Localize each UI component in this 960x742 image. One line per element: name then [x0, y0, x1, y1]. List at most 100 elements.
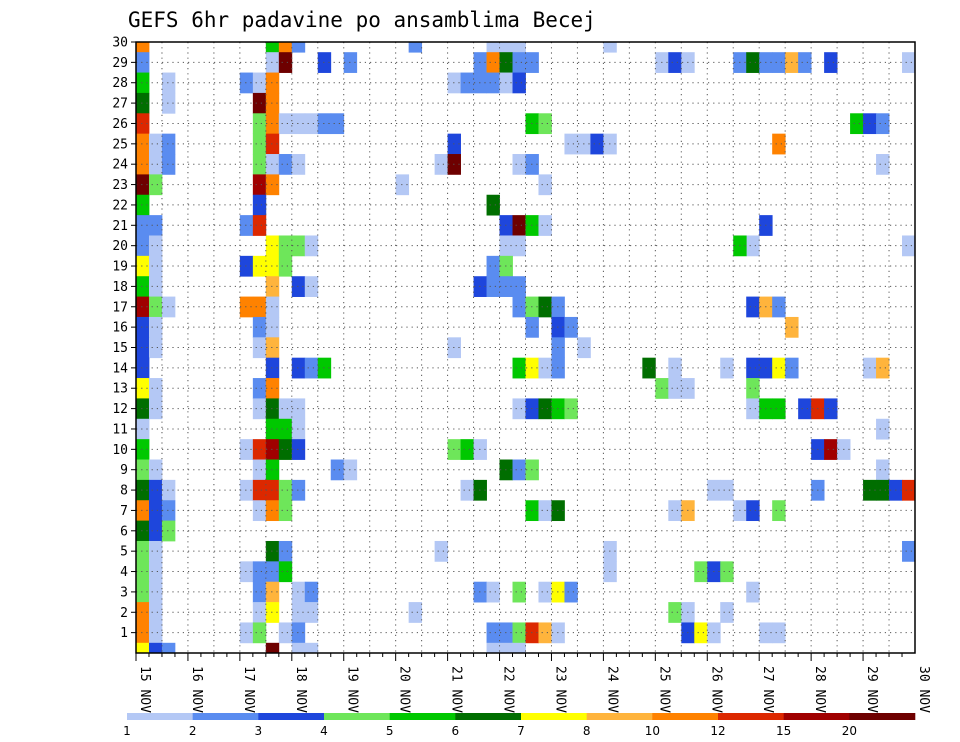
heatmap-cell [538, 215, 552, 236]
heatmap-cell [136, 235, 150, 257]
heatmap-cell [304, 113, 319, 135]
heatmap-cell [161, 500, 176, 522]
heatmap-cell [512, 276, 526, 297]
heatmap-cell [720, 357, 734, 379]
heatmap-cell [252, 72, 267, 94]
x-tick-label: 21 NOV [449, 666, 464, 713]
heatmap-cell [148, 276, 163, 297]
heatmap-cell [772, 52, 786, 73]
heatmap-cell [252, 316, 267, 338]
heatmap-cell [148, 622, 163, 644]
heatmap-cell [876, 357, 890, 379]
heatmap-cell [148, 398, 163, 420]
heatmap-cell [343, 52, 358, 73]
heatmap-cell [304, 602, 319, 623]
heatmap-cell [512, 459, 526, 481]
y-tick-label: 6 [120, 524, 128, 539]
heatmap-cell [512, 215, 526, 236]
heatmap-cell [746, 357, 760, 379]
heatmap-cell [148, 581, 163, 603]
heatmap-cell [252, 113, 267, 135]
heatmap-cell [291, 154, 306, 175]
colorbar-swatch [652, 713, 719, 720]
heatmap-cell [772, 398, 786, 420]
heatmap-cell [291, 479, 306, 501]
y-tick-label: 14 [112, 361, 128, 376]
heatmap-cell [304, 235, 319, 257]
colorbar-swatch [521, 713, 587, 720]
heatmap-cell [265, 316, 280, 338]
heatmap-cell [161, 133, 176, 155]
heatmap-cell [136, 42, 150, 53]
heatmap-cell [486, 581, 500, 603]
x-tick-label: 30 NOV [916, 666, 931, 713]
heatmap-cell [538, 398, 552, 420]
heatmap-cell [538, 622, 552, 644]
x-tick-label: 17 NOV [241, 666, 256, 713]
heatmap-cell [798, 52, 812, 73]
heatmap-cell [136, 296, 150, 318]
heatmap-cell [538, 174, 552, 196]
heatmap-cell [252, 154, 267, 175]
heatmap-cell [136, 540, 150, 562]
heatmap-cell [265, 174, 280, 196]
heatmap-cell [278, 154, 293, 175]
heatmap-cell [512, 296, 526, 318]
heatmap-cell [136, 113, 150, 135]
heatmap-cell [512, 42, 526, 53]
heatmap-cell [317, 113, 332, 135]
heatmap-cell [252, 479, 267, 501]
heatmap-cell [772, 133, 786, 155]
heatmap-cell [265, 459, 280, 481]
x-tick-label: 22 NOV [501, 666, 516, 713]
heatmap-cell [161, 479, 176, 501]
y-tick-label: 3 [120, 585, 128, 600]
heatmap-cell [136, 459, 150, 481]
heatmap-cell [252, 561, 267, 583]
heatmap-cell [538, 113, 552, 135]
heatmap-cell [161, 642, 176, 654]
heatmap-cell [668, 500, 682, 522]
heatmap-cell [642, 357, 656, 379]
heatmap-cell [668, 52, 682, 73]
heatmap-cell [136, 520, 150, 542]
heatmap-cell [408, 602, 423, 623]
x-tick-label: 25 NOV [656, 666, 671, 713]
heatmap-cell [265, 357, 280, 379]
colorbar-label: 20 [842, 724, 857, 738]
heatmap-cell [148, 215, 163, 236]
heatmap-cell [161, 72, 176, 94]
x-tick-label: 16 NOV [189, 666, 204, 713]
x-tick-label: 23 NOV [552, 666, 567, 713]
x-tick-label: 20 NOV [397, 666, 412, 713]
heatmap-cell [265, 479, 280, 501]
y-tick-label: 13 [112, 382, 128, 397]
heatmap-cell [136, 642, 150, 654]
heatmap-cell [278, 540, 293, 562]
heatmap-cell [148, 378, 163, 399]
chart-title: GEFS 6hr padavine po ansamblima Becej [128, 8, 596, 32]
heatmap-cell [239, 622, 254, 644]
heatmap-cell [265, 276, 280, 297]
y-tick-label: 12 [112, 402, 128, 417]
heatmap-cell [694, 622, 708, 644]
heatmap-cell [136, 439, 150, 460]
heatmap-cell [512, 581, 526, 603]
heatmap-cell [278, 418, 293, 440]
heatmap-cell [330, 113, 345, 135]
heatmap-cell [278, 113, 293, 135]
heatmap-cell [278, 561, 293, 583]
heatmap-cell [408, 42, 423, 53]
y-tick-label: 30 [112, 36, 128, 51]
heatmap-cell [136, 72, 150, 94]
heatmap-cell [902, 235, 916, 257]
heatmap-cell [239, 479, 254, 501]
heatmap-cell [148, 642, 163, 654]
heatmap-cell [252, 296, 267, 318]
heatmap-cell [148, 520, 163, 542]
heatmap-cell [668, 602, 682, 623]
y-tick-label: 19 [112, 260, 128, 275]
heatmap-cell [136, 92, 150, 114]
heatmap-cell [252, 133, 267, 155]
heatmap-cell [136, 581, 150, 603]
